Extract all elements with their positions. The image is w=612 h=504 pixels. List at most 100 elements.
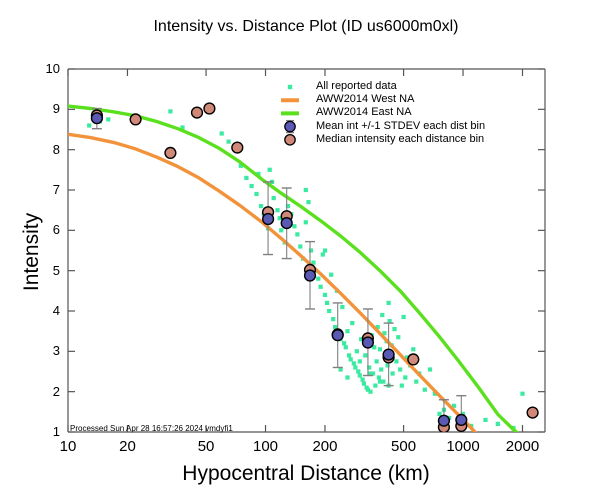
data-point-reported (295, 232, 300, 237)
curve-east-na (68, 104, 520, 432)
data-point-reported (520, 391, 525, 396)
data-point-reported (377, 379, 383, 384)
median-marker (231, 141, 244, 154)
data-point-reported (432, 391, 437, 396)
legend-item-label: AWW2014 East NA (316, 106, 412, 119)
data-point-reported (414, 379, 419, 384)
y-tick-label: 5 (52, 262, 60, 278)
data-point-reported (347, 353, 352, 358)
data-point-reported (357, 373, 362, 378)
data-point-reported (354, 349, 359, 354)
x-axis-title: Hypocentral Distance (km) (182, 462, 430, 485)
data-point-reported (356, 369, 361, 374)
data-point-reported (106, 117, 111, 122)
y-tick-label: 8 (52, 141, 60, 157)
x-tick-label: 10 (59, 438, 77, 455)
data-point-reported (333, 325, 338, 330)
data-point-reported (267, 167, 272, 172)
data-point-reported (340, 304, 345, 310)
data-point-reported (298, 244, 303, 249)
data-point-reported (311, 260, 316, 265)
y-tick-label: 1 (52, 424, 60, 439)
data-point-reported (322, 292, 328, 297)
data-point-reported (401, 314, 406, 320)
data-point-reported (351, 361, 356, 366)
data-point-reported (226, 139, 231, 144)
data-point-reported (353, 365, 358, 370)
x-tick-label: 50 (197, 438, 215, 455)
legend-swatch-dot (287, 84, 293, 90)
data-point-reported (271, 196, 276, 201)
data-point-reported (373, 383, 378, 388)
curve-west-na (68, 132, 478, 432)
legend-item-label: All reported data (316, 80, 397, 92)
data-point-reported (368, 371, 373, 376)
data-point-reported (370, 371, 376, 376)
data-point-reported (254, 191, 259, 197)
data-point-reported (244, 175, 249, 180)
data-point-reported (382, 331, 387, 336)
data-point-reported (360, 377, 365, 382)
data-point-reported (318, 284, 323, 289)
data-point-reported (329, 272, 334, 277)
data-point-reported (374, 359, 379, 364)
mean-marker (361, 336, 375, 349)
data-point-reported (427, 367, 433, 372)
y-tick-label: 9 (52, 101, 60, 117)
data-point-reported (303, 220, 308, 225)
y-tick-label: 4 (52, 303, 60, 318)
data-point-reported (379, 367, 384, 372)
median-marker (190, 106, 204, 119)
data-point-reported (331, 317, 336, 322)
y-tick-label: 7 (52, 182, 60, 197)
data-point-reported (381, 379, 386, 384)
data-point-reported (422, 387, 427, 392)
y-tick-label: 3 (52, 343, 60, 359)
data-point-reported (168, 109, 173, 114)
data-point-reported (348, 357, 353, 362)
data-point-reported (386, 300, 391, 305)
data-point-reported (367, 365, 372, 370)
y-tick-label: 2 (52, 383, 60, 399)
data-point-reported (398, 367, 403, 372)
data-point-reported (327, 308, 332, 314)
data-point-reported (437, 411, 442, 416)
data-point-reported (320, 252, 325, 257)
footer-timestamp: Processed Sun Apr 28 16:57:26 2024 vmdyf… (70, 424, 233, 433)
data-point-reported (322, 248, 328, 253)
mean-marker (437, 414, 451, 427)
data-point-reported (363, 353, 368, 358)
data-point-reported (357, 359, 362, 364)
x-tick-label: 1000 (446, 438, 480, 455)
mean-marker (280, 217, 293, 230)
data-point-reported (451, 403, 457, 408)
data-point-reported (279, 228, 284, 233)
data-point-reported (399, 383, 404, 388)
data-point-reported (460, 411, 466, 416)
median-marker (129, 113, 142, 126)
data-point-reported (385, 363, 390, 368)
data-point-reported (376, 375, 381, 380)
median-marker (203, 102, 216, 115)
data-point-reported (259, 204, 264, 209)
data-point-reported (483, 417, 488, 422)
data-point-reported (285, 204, 291, 209)
data-point-reported (377, 347, 383, 352)
data-point-reported (365, 387, 370, 392)
data-point-reported (345, 375, 350, 380)
data-point-reported (350, 321, 355, 326)
y-tick-label: 10 (45, 61, 60, 76)
data-point-reported (342, 341, 347, 346)
legend-item-label: AWW2014 West NA (316, 93, 415, 106)
data-point-reported (387, 319, 392, 324)
data-point-reported (411, 347, 416, 352)
data-point-reported (495, 421, 500, 426)
data-point-reported (249, 183, 254, 189)
data-point-reported (394, 359, 399, 364)
mean-marker (331, 329, 344, 342)
data-point-reported (403, 375, 408, 380)
mean-marker (303, 269, 317, 282)
data-point-reported (275, 208, 280, 213)
mean-marker (382, 348, 395, 361)
